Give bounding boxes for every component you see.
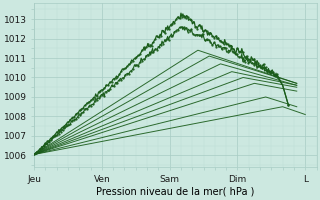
X-axis label: Pression niveau de la mer( hPa ): Pression niveau de la mer( hPa ) — [96, 187, 254, 197]
